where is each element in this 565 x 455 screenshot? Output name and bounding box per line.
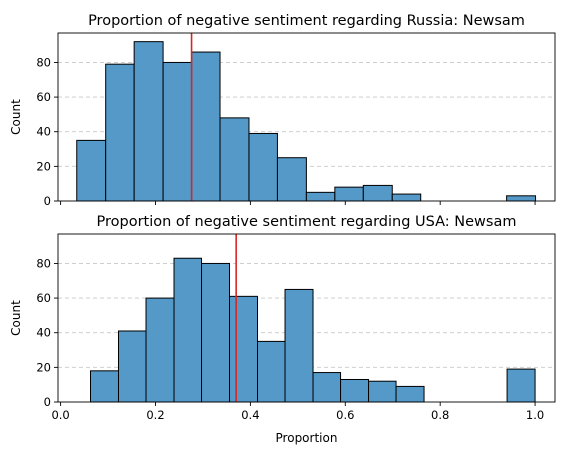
histogram-bar bbox=[191, 51, 221, 202]
histogram-bar bbox=[395, 385, 425, 403]
chart-title: Proportion of negative sentiment regardi… bbox=[97, 214, 517, 230]
histogram-bar bbox=[276, 157, 307, 202]
y-tick-label: 60 bbox=[36, 291, 51, 305]
histogram-bar bbox=[229, 295, 259, 403]
y-tick-label: 0 bbox=[44, 395, 51, 409]
subplot-1: 0 20 40 60 80 Proportion of negative sentimen… bbox=[9, 13, 556, 208]
chart-title: Proportion of negative sentiment regardi… bbox=[88, 13, 525, 29]
histogram-bar bbox=[76, 139, 107, 202]
histogram-bar bbox=[162, 61, 193, 202]
y-tick-label: 20 bbox=[36, 159, 51, 173]
histogram-bar bbox=[334, 186, 364, 202]
histogram-bar bbox=[173, 257, 203, 403]
axes-frame bbox=[57, 32, 556, 202]
x-tick-label: 0.8 bbox=[431, 408, 449, 422]
histogram-bar bbox=[506, 195, 537, 202]
histogram-bar bbox=[362, 184, 393, 202]
y-axis-label: Count bbox=[9, 300, 23, 336]
histogram-bar bbox=[312, 372, 342, 403]
histogram-bar bbox=[284, 288, 314, 403]
histogram-bar bbox=[391, 193, 422, 202]
y-tick-label: 80 bbox=[36, 256, 51, 270]
y-tick-label: 40 bbox=[36, 326, 51, 340]
x-tick-label: 0.6 bbox=[336, 408, 354, 422]
histogram-bar bbox=[105, 63, 135, 202]
histogram-bar bbox=[248, 132, 278, 202]
x-axis-label: Proportion bbox=[276, 431, 338, 445]
subplot-2: 0 20 40 60 80 0.0 0.2 0.4 0.6 0.8 1.0 Proportion of… bbox=[9, 214, 556, 445]
histogram-bar bbox=[219, 117, 250, 202]
histogram-bar bbox=[133, 41, 164, 202]
axes-frame bbox=[57, 233, 556, 403]
y-tick-label: 80 bbox=[36, 55, 51, 69]
histogram-bar bbox=[145, 297, 175, 403]
histogram-bar bbox=[201, 262, 231, 403]
y-tick-label: 20 bbox=[36, 360, 51, 374]
x-tick-label: 1.0 bbox=[526, 408, 544, 422]
histogram-bar bbox=[340, 378, 370, 403]
histogram-bar bbox=[257, 340, 286, 403]
x-tick-label: 0.2 bbox=[146, 408, 164, 422]
y-tick-label: 0 bbox=[44, 194, 51, 208]
x-tick-label: 0.4 bbox=[241, 408, 259, 422]
y-axis-label: Count bbox=[9, 99, 23, 135]
histogram-bar bbox=[368, 380, 397, 403]
histogram-bar bbox=[506, 368, 536, 403]
histogram-bar bbox=[117, 330, 147, 403]
y-tick-label: 40 bbox=[36, 125, 51, 139]
y-tick-label: 60 bbox=[36, 90, 51, 104]
histogram-bar bbox=[305, 191, 336, 202]
x-tick-label: 0.0 bbox=[51, 408, 69, 422]
histogram-bar bbox=[90, 370, 119, 403]
